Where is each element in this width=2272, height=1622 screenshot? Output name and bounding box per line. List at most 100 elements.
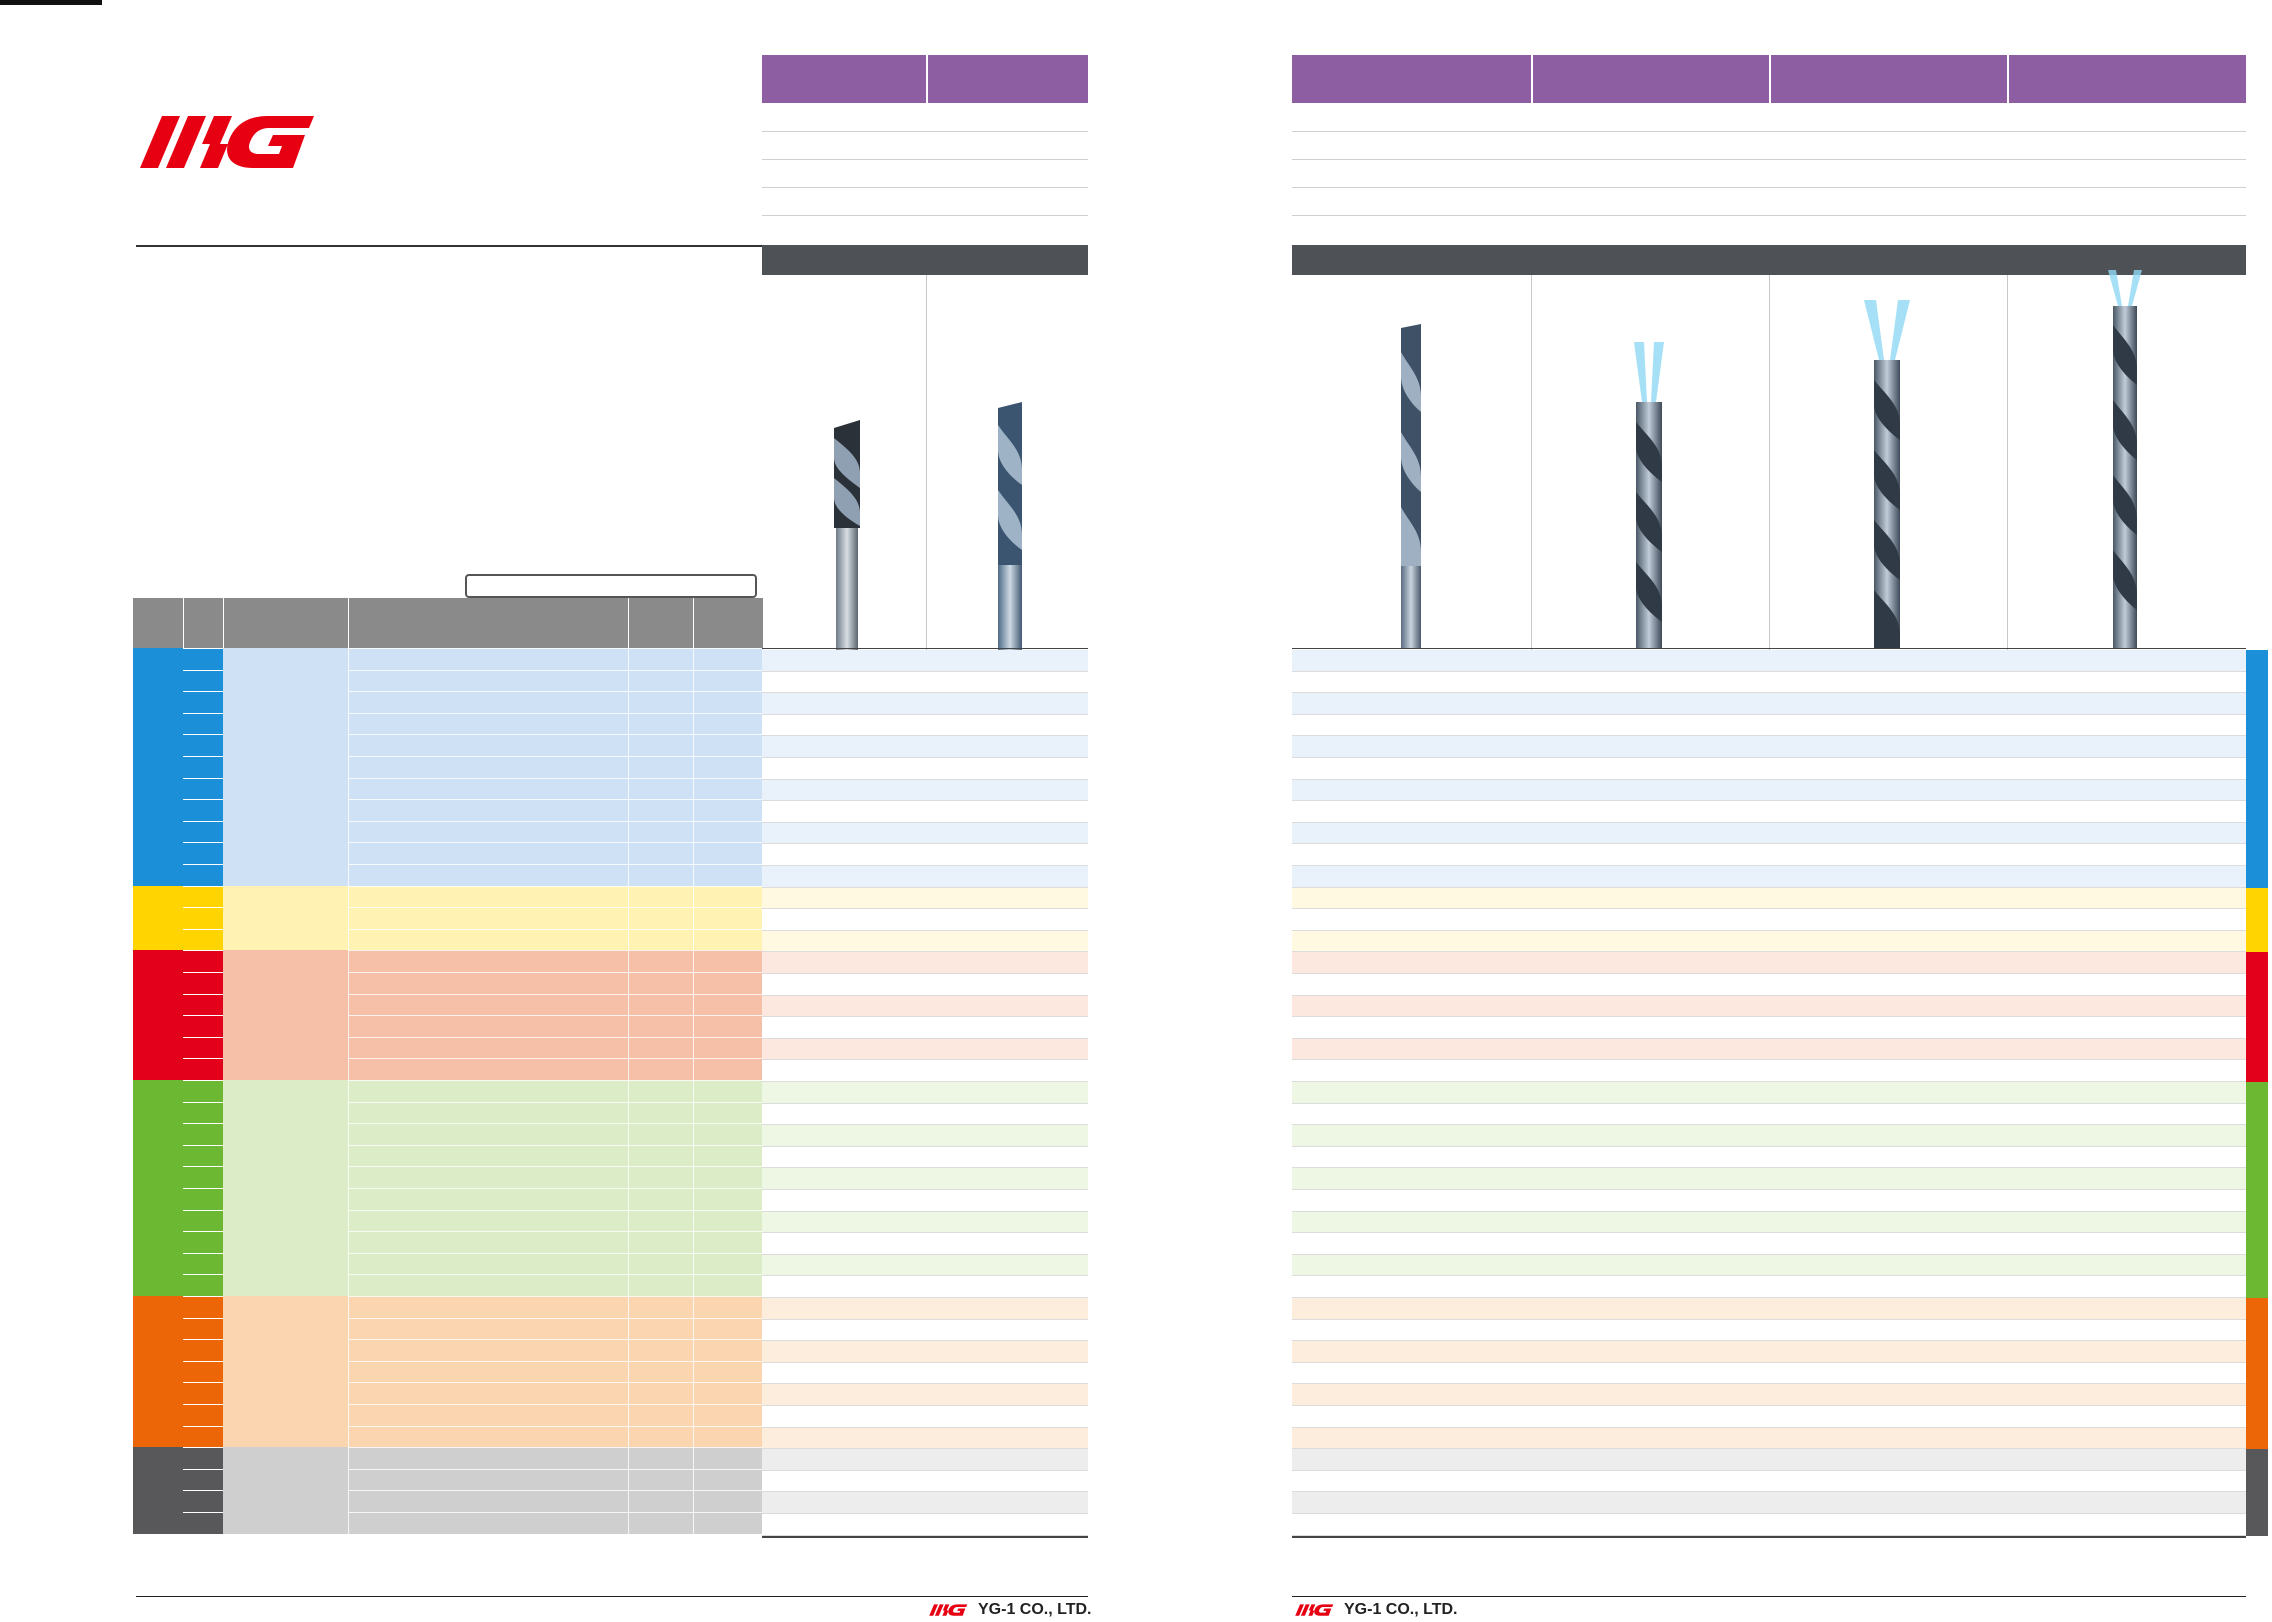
detail-row-line bbox=[348, 993, 763, 995]
detail-row-line bbox=[348, 799, 763, 801]
value-row bbox=[762, 844, 1088, 866]
spec-row-line bbox=[762, 187, 1088, 188]
detail-divider bbox=[348, 1447, 349, 1534]
value-row-line bbox=[1292, 1124, 2246, 1126]
value-row bbox=[1292, 1103, 2246, 1126]
value-row-line bbox=[762, 1426, 1088, 1428]
value-row bbox=[762, 758, 1088, 780]
value-row bbox=[762, 974, 1088, 996]
company-name: YG-1 CO., LTD. bbox=[978, 1601, 1092, 1618]
value-row-line bbox=[762, 1513, 1088, 1514]
value-row-line bbox=[1292, 843, 2246, 845]
value-row bbox=[1292, 693, 2246, 715]
index-row-line bbox=[183, 799, 223, 801]
group-detail-area bbox=[223, 1296, 763, 1448]
index-row-line bbox=[183, 1512, 223, 1513]
value-row bbox=[762, 650, 1088, 672]
value-row-line bbox=[762, 1124, 1088, 1126]
value-row-line bbox=[762, 821, 1088, 823]
value-row-line bbox=[1292, 1297, 2246, 1298]
detail-row-line bbox=[348, 1382, 763, 1384]
value-row bbox=[1292, 1492, 2246, 1514]
detail-row-line bbox=[348, 928, 763, 930]
yg1-logo-icon bbox=[929, 1604, 968, 1616]
section-bar-right bbox=[1292, 245, 2246, 275]
value-rows-left bbox=[762, 650, 1088, 1537]
detail-row-line bbox=[348, 1447, 763, 1449]
detail-divider bbox=[693, 885, 694, 951]
detail-row-line bbox=[348, 712, 763, 714]
index-row-line bbox=[183, 1144, 223, 1146]
edge-tab bbox=[2246, 1298, 2268, 1450]
detail-divider bbox=[348, 648, 349, 886]
page-corner-mark bbox=[0, 0, 102, 5]
value-row bbox=[1292, 909, 2246, 931]
footer-brand-left: YG-1 CO., LTD. bbox=[928, 1601, 1091, 1619]
header-divider bbox=[183, 598, 184, 648]
yg1-logo-icon bbox=[1295, 1604, 1334, 1616]
value-row bbox=[762, 930, 1088, 953]
edge-tab bbox=[2246, 1082, 2268, 1298]
group-color-band bbox=[133, 1080, 183, 1296]
detail-row-line bbox=[348, 950, 763, 952]
value-row-line bbox=[1292, 1318, 2246, 1320]
value-row bbox=[762, 1254, 1088, 1277]
value-row bbox=[762, 1103, 1088, 1126]
legend-box bbox=[465, 574, 757, 598]
detail-divider bbox=[693, 1447, 694, 1534]
value-row bbox=[762, 1190, 1088, 1212]
detail-row-line bbox=[348, 1296, 763, 1297]
value-row bbox=[762, 1406, 1088, 1428]
value-row bbox=[762, 1362, 1088, 1385]
value-row-line bbox=[1292, 1232, 2246, 1234]
value-row bbox=[1292, 1038, 2246, 1061]
value-row-line bbox=[1292, 1210, 2246, 1212]
value-row bbox=[762, 1384, 1088, 1406]
value-row-line bbox=[1292, 778, 2246, 780]
group-index-column bbox=[183, 648, 223, 886]
edge-tab bbox=[2246, 887, 2268, 953]
group-detail-area bbox=[223, 648, 763, 886]
value-row-line bbox=[762, 692, 1088, 694]
value-rows-right bbox=[1292, 650, 2246, 1537]
index-row-line bbox=[183, 1447, 223, 1449]
value-row-line bbox=[762, 1361, 1088, 1363]
value-row-line bbox=[762, 778, 1088, 780]
value-row bbox=[1292, 1298, 2246, 1320]
detail-row-line bbox=[348, 1015, 763, 1017]
value-row bbox=[1292, 844, 2246, 866]
value-row-line bbox=[1292, 821, 2246, 823]
value-row bbox=[1292, 952, 2246, 974]
value-row-line bbox=[1292, 951, 2246, 953]
value-row bbox=[1292, 1190, 2246, 1212]
value-row-line bbox=[1292, 1340, 2246, 1342]
value-row-line bbox=[762, 1189, 1088, 1190]
detail-row-line bbox=[348, 756, 763, 757]
detail-row-line bbox=[348, 1317, 763, 1319]
index-row-line bbox=[183, 1036, 223, 1038]
value-row bbox=[762, 1341, 1088, 1363]
value-row-line bbox=[1292, 1016, 2246, 1018]
value-row bbox=[762, 1038, 1088, 1061]
value-row-line bbox=[1292, 1275, 2246, 1277]
index-row-line bbox=[183, 1274, 223, 1276]
spec-rows-right bbox=[1292, 103, 2246, 243]
value-row bbox=[762, 693, 1088, 715]
index-row-line bbox=[183, 1296, 223, 1297]
value-row-line bbox=[762, 1469, 1088, 1471]
detail-row-line bbox=[348, 1404, 763, 1405]
coolant-drill-icon bbox=[1852, 300, 1922, 648]
detail-divider bbox=[628, 950, 629, 1080]
detail-row-line bbox=[348, 842, 763, 844]
detail-row-line bbox=[348, 1036, 763, 1038]
detail-divider bbox=[348, 885, 349, 951]
group-color-band bbox=[133, 885, 183, 951]
value-row-line bbox=[1292, 713, 2246, 715]
detail-row-line bbox=[348, 648, 763, 649]
index-row-line bbox=[183, 864, 223, 865]
value-row bbox=[1292, 1384, 2246, 1406]
value-row bbox=[1292, 1060, 2246, 1082]
drill-icon bbox=[990, 400, 1030, 650]
index-row-line bbox=[183, 648, 223, 649]
value-row bbox=[762, 1492, 1088, 1514]
